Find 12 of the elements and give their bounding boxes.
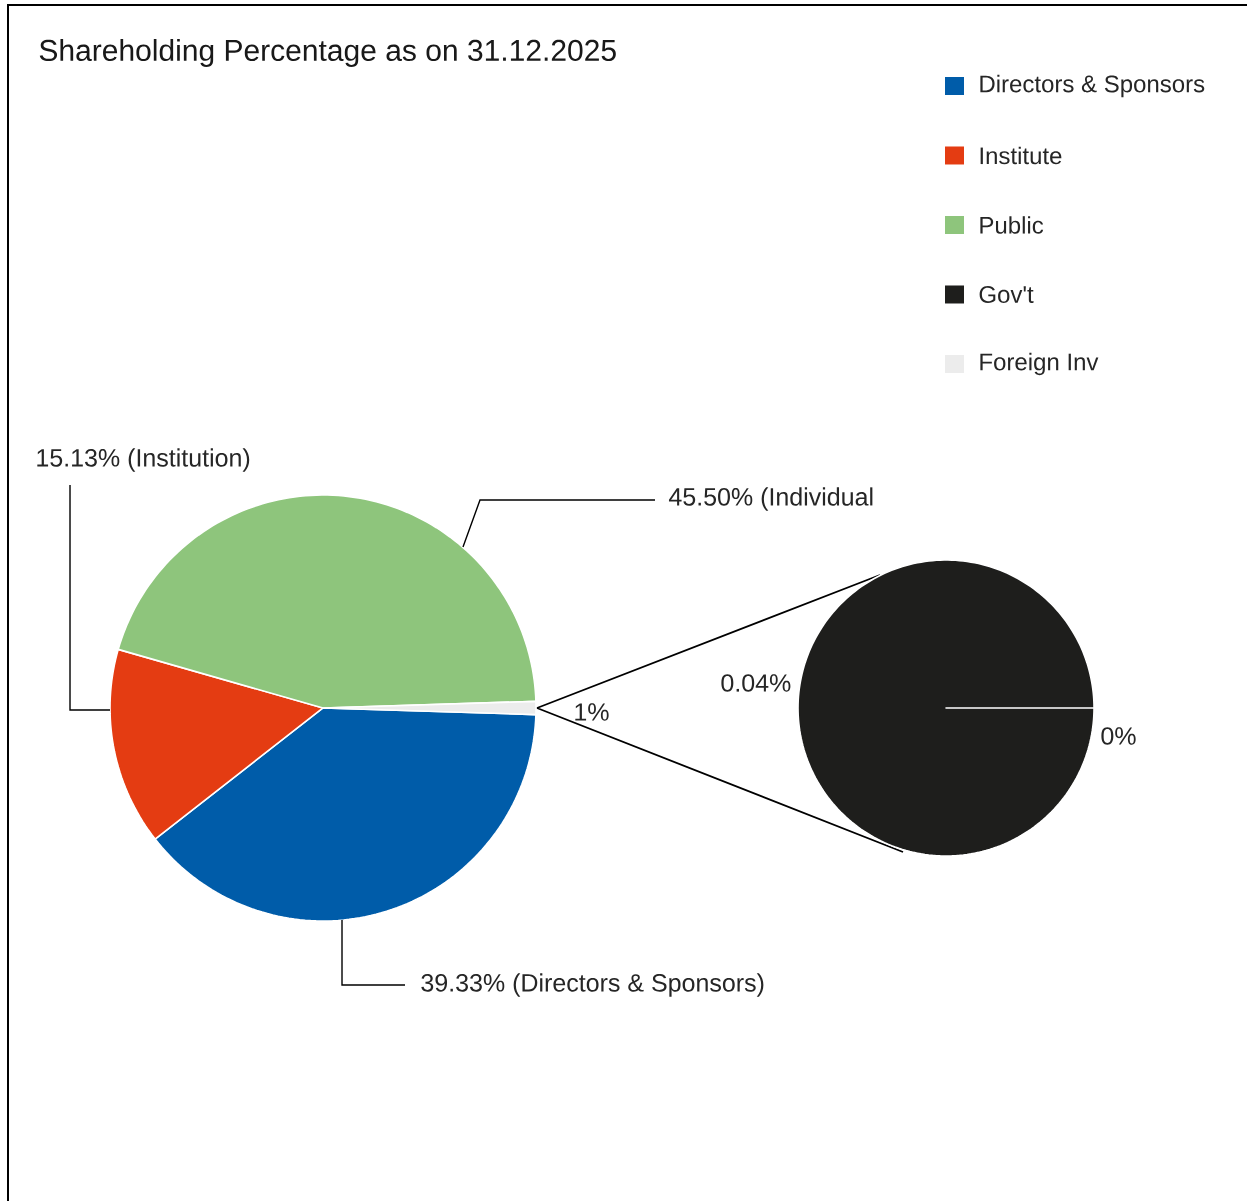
data-label: 15.13% (Institution) (37, 448, 250, 472)
data-label: 45.50% (Individual (668, 487, 873, 511)
legend-label: Institute (980, 146, 1062, 165)
text: 0% (1101, 727, 1136, 745)
chart-title: Shareholding Percentage as on 31.12.2025 (39, 39, 616, 67)
data-label: 0.04% (721, 674, 791, 692)
data-label: 39.33% (Directors & Sponsors) (421, 973, 764, 997)
data-label: 1% (575, 703, 609, 721)
legend-label: Gov't (979, 286, 1034, 303)
legend-label: Directors & Sponsors (980, 74, 1205, 98)
legend-label: Foreign Inv (980, 352, 1099, 376)
legend-label: Public (980, 216, 1044, 234)
